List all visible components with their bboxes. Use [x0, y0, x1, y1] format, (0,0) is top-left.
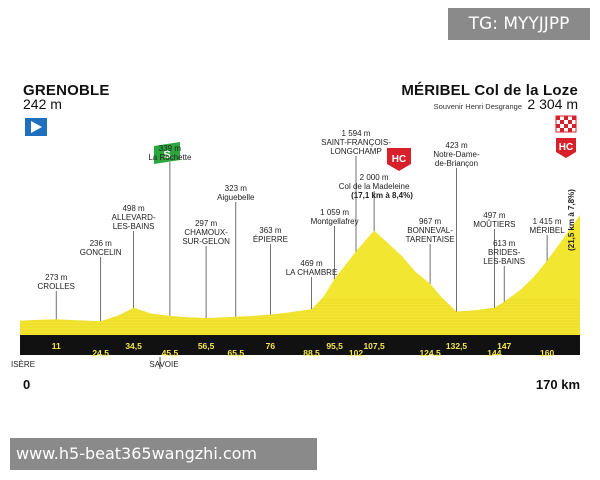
climb-note-loze: (21,5 km à 7,8%) — [567, 189, 576, 251]
km-mark: 11 — [52, 341, 61, 351]
start-altitude: 242 m — [23, 96, 62, 112]
km-mark: 144 — [487, 348, 501, 358]
hc-badge-madeleine: HC — [387, 148, 411, 171]
waypoint-label: 497 m MOÛTIERS — [473, 211, 515, 229]
km-marks: 11 24,5 34,5 45,5 56,5 65,5 76 88,5 95,5 102107,5… — [52, 341, 555, 358]
km-mark: 102 — [349, 348, 363, 358]
distance-bar — [20, 335, 580, 355]
waypoint-label: 297 m CHAMOUX-SUR-GELON — [182, 219, 230, 246]
region-savoie: SAVOIE — [149, 360, 178, 369]
waypoint-label: 1 059 m Montgellafrey — [311, 208, 359, 226]
km-mark: 76 — [266, 341, 276, 351]
waypoint-label: 423 m Notre-Dame-de-Briançon — [433, 141, 480, 168]
waypoint-label: 363 m ÉPIERRE — [253, 226, 288, 244]
km-mark: 88,5 — [303, 348, 320, 358]
waypoint-label: 339 m La Rochette — [148, 144, 192, 162]
finish-flag-icon — [555, 115, 577, 133]
km-mark: 24,5 — [92, 348, 109, 358]
finish-town: MÉRIBEL Col de la Loze — [401, 82, 578, 99]
finish-altitude: 2 304 m — [527, 96, 578, 112]
finish-subtitle: Souvenir Henri Desgrange — [433, 102, 522, 111]
km-mark: 160 — [540, 348, 554, 358]
sprint-badge: S — [154, 142, 180, 164]
waypoint-lines — [55, 156, 548, 335]
waypoint-label: 613 m BRIDES-LES-BAINS — [483, 239, 525, 266]
km-mark: 147 — [497, 341, 511, 351]
waypoint-label: 236 m GONCELIN — [80, 239, 122, 257]
km-mark: 65,5 — [228, 348, 245, 358]
hc-badge-finish: HC — [556, 138, 576, 158]
region-isere: ISÈRE — [11, 360, 35, 369]
km-mark: 124,5 — [419, 348, 441, 358]
km-mark: 132,5 — [446, 341, 468, 351]
distance-start: 0 — [23, 377, 31, 392]
waypoint-label: 323 m Aiguebelle — [217, 184, 255, 202]
km-mark: 45,5 — [162, 348, 179, 358]
waypoint-label: 469 m LA CHAMBRE — [286, 259, 338, 277]
waypoint-label: 273 m CROLLES — [38, 273, 75, 291]
watermark-top: TG: MYYJJPP — [448, 8, 590, 40]
elevation-profile — [20, 215, 580, 335]
start-town: GRENOBLE — [23, 82, 110, 99]
hc-badge-finish-label: HC — [559, 142, 573, 153]
climb-note-madeleine: (17,1 km à 8,4%) — [351, 191, 413, 200]
start-flag-icon — [25, 118, 47, 136]
waypoint-labels: 273 m CROLLES 236 m GONCELIN 498 m ALLEVARD-L… — [38, 129, 566, 291]
waypoint-label: 498 m ALLEVARD-LES-BAINS — [112, 204, 156, 231]
km-mark: 56,5 — [198, 341, 215, 351]
waypoint-label: 1 594 m SAINT-FRANÇOIS-LONGCHAMP — [321, 129, 391, 156]
waypoint-label: 2 000 m Col de la Madeleine — [339, 173, 410, 191]
watermark-bottom: www.h5-beat365wangzhi.com — [10, 438, 317, 470]
km-mark: 107,5 — [363, 341, 385, 351]
hc-badge-madeleine-label: HC — [392, 154, 406, 165]
distance-total: 170 km — [535, 377, 580, 392]
waypoint-label: 967 m BONNEVAL-TARENTAISE — [406, 217, 455, 244]
waypoint-label: 1 415 m MÉRIBEL — [530, 217, 566, 235]
km-mark: 34,5 — [125, 341, 142, 351]
km-mark: 95,5 — [326, 341, 343, 351]
sprint-badge-label: S — [163, 149, 170, 161]
